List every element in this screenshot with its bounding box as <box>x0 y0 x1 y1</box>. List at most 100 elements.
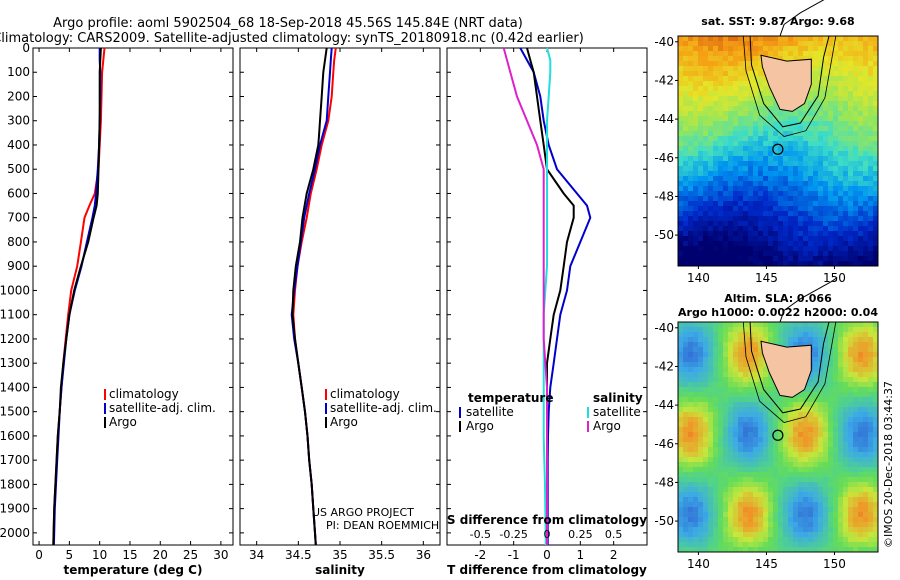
map-cell <box>703 467 708 472</box>
map-cell <box>723 256 728 261</box>
map-cell <box>828 537 833 542</box>
map-cell <box>743 171 748 176</box>
map-cell <box>753 56 758 61</box>
map-cell <box>768 462 773 467</box>
map-cell <box>693 156 698 161</box>
map-cell <box>838 457 843 462</box>
map-cell <box>758 191 763 196</box>
map-cell <box>703 216 708 221</box>
map-cell <box>733 502 738 507</box>
map-cell <box>688 502 693 507</box>
map-cell <box>783 437 788 442</box>
map-cell <box>828 362 833 367</box>
map-cell <box>718 146 723 151</box>
map-cell <box>743 161 748 166</box>
map-cell <box>693 537 698 542</box>
map-cell <box>743 337 748 342</box>
map-cell <box>873 216 878 221</box>
map-cell <box>823 161 828 166</box>
map-cell <box>683 502 688 507</box>
map-cell <box>843 96 848 101</box>
map-cell <box>823 186 828 191</box>
map-cell <box>738 201 743 206</box>
map-cell <box>858 432 863 437</box>
map-cell <box>723 492 728 497</box>
depth-tick-label: 1300 <box>0 356 30 370</box>
map-cell <box>843 121 848 126</box>
map-cell <box>713 176 718 181</box>
map-cell <box>858 542 863 547</box>
map-cell <box>823 407 828 412</box>
map-cell <box>703 327 708 332</box>
map-cell <box>803 196 808 201</box>
map-cell <box>863 56 868 61</box>
map-cell <box>733 101 738 106</box>
map-cell <box>718 181 723 186</box>
map-cell <box>858 231 863 236</box>
map-cell <box>813 522 818 527</box>
map-cell <box>803 447 808 452</box>
map-cell <box>688 542 693 547</box>
map-cell <box>693 327 698 332</box>
map-cell <box>818 322 823 327</box>
map-cell <box>743 101 748 106</box>
map-cell <box>843 201 848 206</box>
map-cell <box>728 487 733 492</box>
map-cell <box>793 547 798 552</box>
map-cell <box>838 322 843 327</box>
map-cell <box>813 121 818 126</box>
map-cell <box>858 477 863 482</box>
map-cell <box>813 332 818 337</box>
map-cell <box>863 216 868 221</box>
map-cell <box>763 211 768 216</box>
map-cell <box>703 226 708 231</box>
map-cell <box>693 377 698 382</box>
map-cell <box>748 512 753 517</box>
map-cell <box>723 527 728 532</box>
map-cell <box>853 497 858 502</box>
map-cell <box>853 226 858 231</box>
map-cell <box>778 462 783 467</box>
map-cell <box>848 101 853 106</box>
map-cell <box>778 181 783 186</box>
map-cell <box>773 502 778 507</box>
map-cell <box>803 226 808 231</box>
map-cell <box>733 81 738 86</box>
map-cell <box>858 347 863 352</box>
map-cell <box>678 156 683 161</box>
map-cell <box>778 191 783 196</box>
map-cell <box>858 91 863 96</box>
map-cell <box>683 527 688 532</box>
map-cell <box>863 196 868 201</box>
map-cell <box>838 417 843 422</box>
map-cell <box>783 477 788 482</box>
map-cell <box>828 397 833 402</box>
map-cell <box>723 472 728 477</box>
map-cell <box>718 221 723 226</box>
map-cell <box>718 171 723 176</box>
map-cell <box>703 91 708 96</box>
map-cell <box>748 146 753 151</box>
map-cell <box>703 497 708 502</box>
map-cell <box>728 176 733 181</box>
map-cell <box>753 131 758 136</box>
map-cell <box>708 226 713 231</box>
map-cell <box>758 447 763 452</box>
map-cell <box>868 477 873 482</box>
map-cell <box>758 236 763 241</box>
map-cell <box>703 66 708 71</box>
map-cell <box>678 492 683 497</box>
map-cell <box>703 457 708 462</box>
map-cell <box>808 186 813 191</box>
map-cell <box>848 161 853 166</box>
map-cell <box>698 342 703 347</box>
map-cell <box>798 46 803 51</box>
map-cell <box>848 226 853 231</box>
map-cell <box>813 51 818 56</box>
map-cell <box>678 91 683 96</box>
map-cell <box>773 191 778 196</box>
map-cell <box>813 502 818 507</box>
map-cell <box>683 472 688 477</box>
map-cell <box>703 462 708 467</box>
map-cell <box>748 196 753 201</box>
